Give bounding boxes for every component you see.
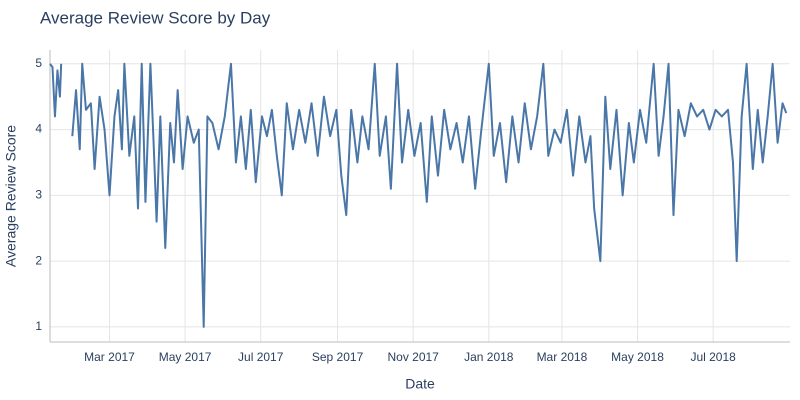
y-tick-label: 1 [35, 319, 42, 333]
x-tick-label: May 2017 [159, 350, 212, 364]
y-axis-title: Average Review Score [3, 125, 19, 267]
chart-title: Average Review Score by Day [40, 8, 271, 27]
x-axis-title: Date [405, 376, 435, 392]
y-tick-label: 3 [35, 188, 42, 202]
y-tick-label: 2 [35, 253, 42, 267]
x-tick-label: May 2018 [611, 350, 664, 364]
data-line [49, 62, 788, 328]
x-tick-label: Jul 2017 [238, 350, 284, 364]
y-tick-label: 4 [35, 122, 42, 136]
x-tick-label: Jan 2018 [464, 350, 514, 364]
x-tick-label: Nov 2017 [387, 350, 439, 364]
x-tick-label: Mar 2018 [537, 350, 588, 364]
x-tick-label: Jul 2018 [690, 350, 736, 364]
y-tick-label: 5 [35, 56, 42, 70]
x-tick-label: Sep 2017 [312, 350, 364, 364]
x-tick-label: Mar 2017 [84, 350, 135, 364]
